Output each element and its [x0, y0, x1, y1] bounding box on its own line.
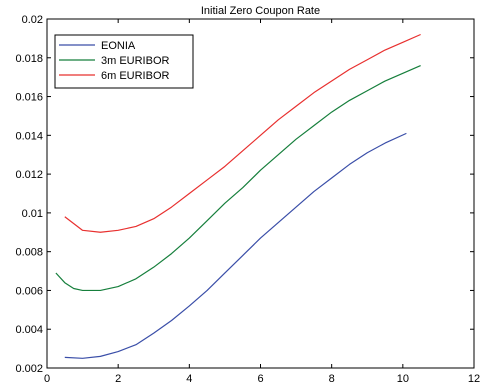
- legend: EONIA 3m EURIBOR 6m EURIBOR: [54, 34, 194, 89]
- x-tick-label: 4: [186, 373, 192, 385]
- y-tick-label: 0.02: [22, 14, 43, 26]
- y-tick-label: 0.018: [15, 53, 43, 65]
- x-tick-label: 0: [44, 373, 50, 385]
- y-tick-label: 0.004: [15, 324, 43, 336]
- x-tick-label: 8: [329, 373, 335, 385]
- x-tick-label: 6: [257, 373, 263, 385]
- series-line-6m-euribor: [64, 33, 421, 233]
- legend-box: [54, 34, 194, 89]
- y-tick-label: 0.01: [22, 208, 43, 220]
- legend-label: EONIA: [101, 40, 136, 52]
- x-tick-label: 12: [468, 373, 480, 385]
- y-tick-label: 0.008: [15, 247, 43, 259]
- y-tick-label: 0.014: [15, 130, 43, 142]
- x-tick-label: 2: [115, 373, 121, 385]
- series-line-eonia: [64, 132, 407, 359]
- y-tick-label: 0.012: [15, 169, 43, 181]
- series-lines: [55, 33, 421, 359]
- legend-label: 6m EURIBOR: [101, 70, 170, 82]
- y-tick-label: 0.016: [15, 92, 43, 104]
- legend-label: 3m EURIBOR: [101, 55, 170, 67]
- series-line-3m-euribor: [55, 64, 421, 292]
- axis-ticks: 0 2 4 6 8 10 12 0.002 0.004 0.006 0.008 0.01 0.012 0.…: [15, 14, 480, 385]
- y-tick-label: 0.002: [15, 363, 43, 375]
- y-tick-label: 0.006: [15, 285, 43, 297]
- x-tick-label: 10: [397, 373, 409, 385]
- chart-title: Initial Zero Coupon Rate: [201, 5, 320, 17]
